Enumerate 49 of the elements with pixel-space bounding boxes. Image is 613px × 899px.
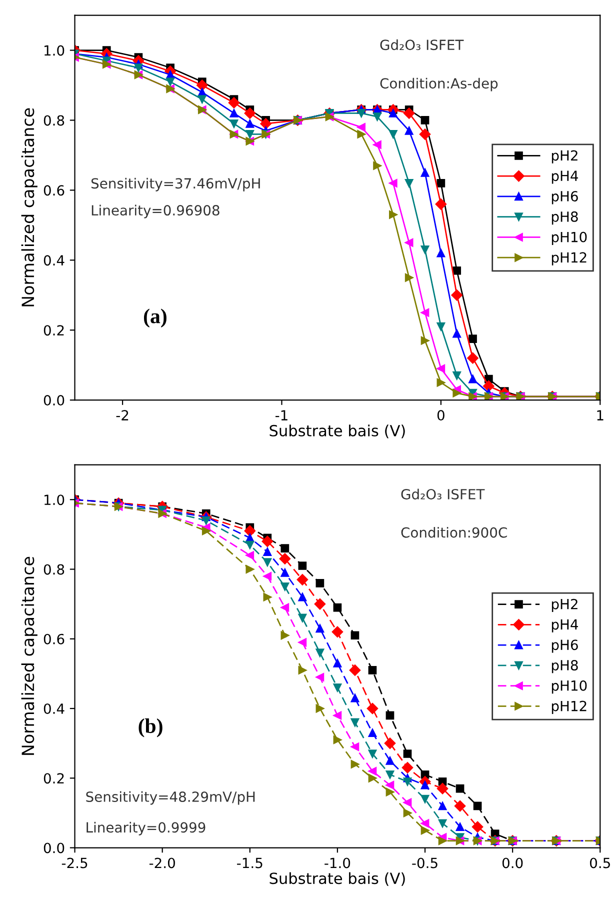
y-tick-label: 0.6 (44, 634, 64, 644)
legend-label: pH10 (552, 232, 587, 245)
x-tick-label: 1 (597, 410, 604, 420)
annotation: Sensitivity=48.29mV/pH (86, 791, 255, 805)
y-tick-label: 0.2 (44, 773, 64, 784)
legend-label: pH8 (552, 660, 578, 674)
y-tick-label: 1.0 (44, 494, 64, 506)
x-tick-label: -1 (275, 410, 288, 420)
annotation: Linearity=0.96908 (92, 204, 220, 218)
legend-label: pH6 (552, 191, 578, 204)
y-tick-label: 0.2 (44, 325, 64, 336)
legend-label: pH4 (552, 170, 578, 184)
legend-label: pH2 (552, 598, 578, 612)
y-tick-label: 0.6 (44, 185, 64, 196)
annotation: (a) (144, 308, 166, 328)
y-tick-label: 1.0 (44, 45, 64, 56)
y-tick-label: 0.4 (44, 703, 64, 714)
x-tick-label: -1.5 (237, 858, 262, 868)
y-tick-label: 0.0 (44, 842, 64, 854)
x-tick-label: 0 (437, 410, 444, 421)
x-tick-label: 0.0 (502, 858, 523, 868)
legend-label: pH12 (552, 252, 586, 266)
legend-label: pH2 (552, 150, 578, 164)
annotation: Gd₂O₃ ISFET (401, 488, 485, 500)
x-tick-label: -0.5 (412, 858, 438, 868)
x-axis-title: Substrate bais (V) (270, 872, 405, 886)
legend-label: pH4 (552, 619, 578, 632)
legend-label: pH12 (552, 700, 586, 714)
x-tick-label: -2.0 (149, 858, 175, 868)
x-axis-title: Substrate bais (V) (270, 424, 405, 438)
y-tick-label: 0.4 (44, 255, 64, 266)
annotation: Condition:900C (401, 526, 507, 538)
x-tick-label: -2.5 (62, 858, 88, 868)
annotation: (b) (138, 718, 162, 738)
x-tick-label: 0.5 (590, 858, 610, 868)
annotation: Sensitivity=37.46mV/pH (91, 178, 260, 192)
annotation: Linearity=0.9999 (86, 822, 206, 836)
x-tick-label: -2 (116, 410, 128, 420)
y-tick-label: 0.8 (44, 564, 64, 575)
annotation: Condition:As-dep (380, 78, 498, 92)
y-tick-label: 0.8 (44, 115, 64, 126)
y-axis-title: Normalized capacitance (21, 108, 38, 306)
y-axis-title: Normalized capacitance (21, 556, 38, 755)
x-tick-label: -1.0 (324, 858, 350, 868)
annotation: Gd₂O₃ ISFET (380, 39, 464, 50)
legend-label: pH8 (552, 211, 578, 225)
legend-label: pH10 (552, 680, 587, 694)
legend-label: pH6 (552, 640, 578, 653)
y-tick-label: 0.0 (44, 395, 64, 406)
